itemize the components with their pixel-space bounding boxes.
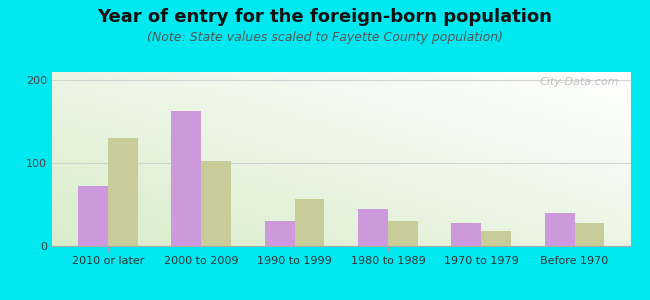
Bar bbox=[265, 221, 294, 246]
Text: City-Data.com: City-Data.com bbox=[540, 77, 619, 87]
Bar bbox=[108, 138, 138, 246]
Bar bbox=[545, 213, 575, 246]
Bar bbox=[172, 111, 202, 246]
Bar bbox=[575, 223, 604, 246]
Bar bbox=[78, 186, 108, 246]
Bar bbox=[388, 221, 418, 246]
Bar bbox=[451, 223, 481, 246]
Bar bbox=[294, 199, 324, 246]
Text: Year of entry for the foreign-born population: Year of entry for the foreign-born popul… bbox=[98, 8, 552, 26]
Text: (Note: State values scaled to Fayette County population): (Note: State values scaled to Fayette Co… bbox=[147, 32, 503, 44]
Bar bbox=[202, 161, 231, 246]
Bar bbox=[358, 209, 388, 246]
Bar bbox=[481, 231, 511, 246]
